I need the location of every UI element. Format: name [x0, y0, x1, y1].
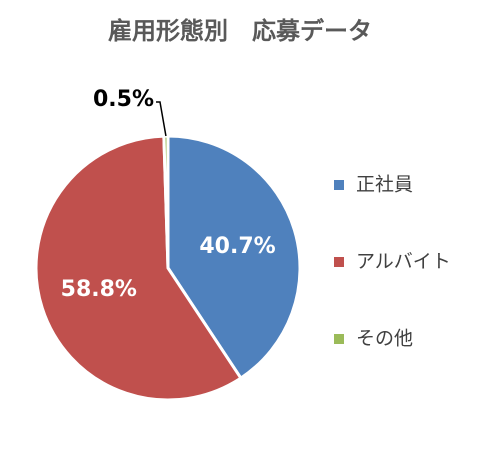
legend-label: アルバイト	[356, 251, 451, 273]
legend-swatch	[334, 180, 344, 190]
legend-swatch	[334, 257, 344, 267]
legend-label: その他	[356, 328, 413, 350]
legend-label: 正社員	[356, 174, 413, 196]
data-label: 58.8%	[61, 277, 137, 302]
pie-slice	[34, 134, 243, 402]
chart-title: 雇用形態別 応募データ	[108, 17, 372, 45]
leader-line	[156, 101, 167, 137]
data-label: 0.5%	[93, 87, 154, 112]
data-label: 40.7%	[199, 234, 275, 259]
legend-swatch	[334, 334, 344, 344]
